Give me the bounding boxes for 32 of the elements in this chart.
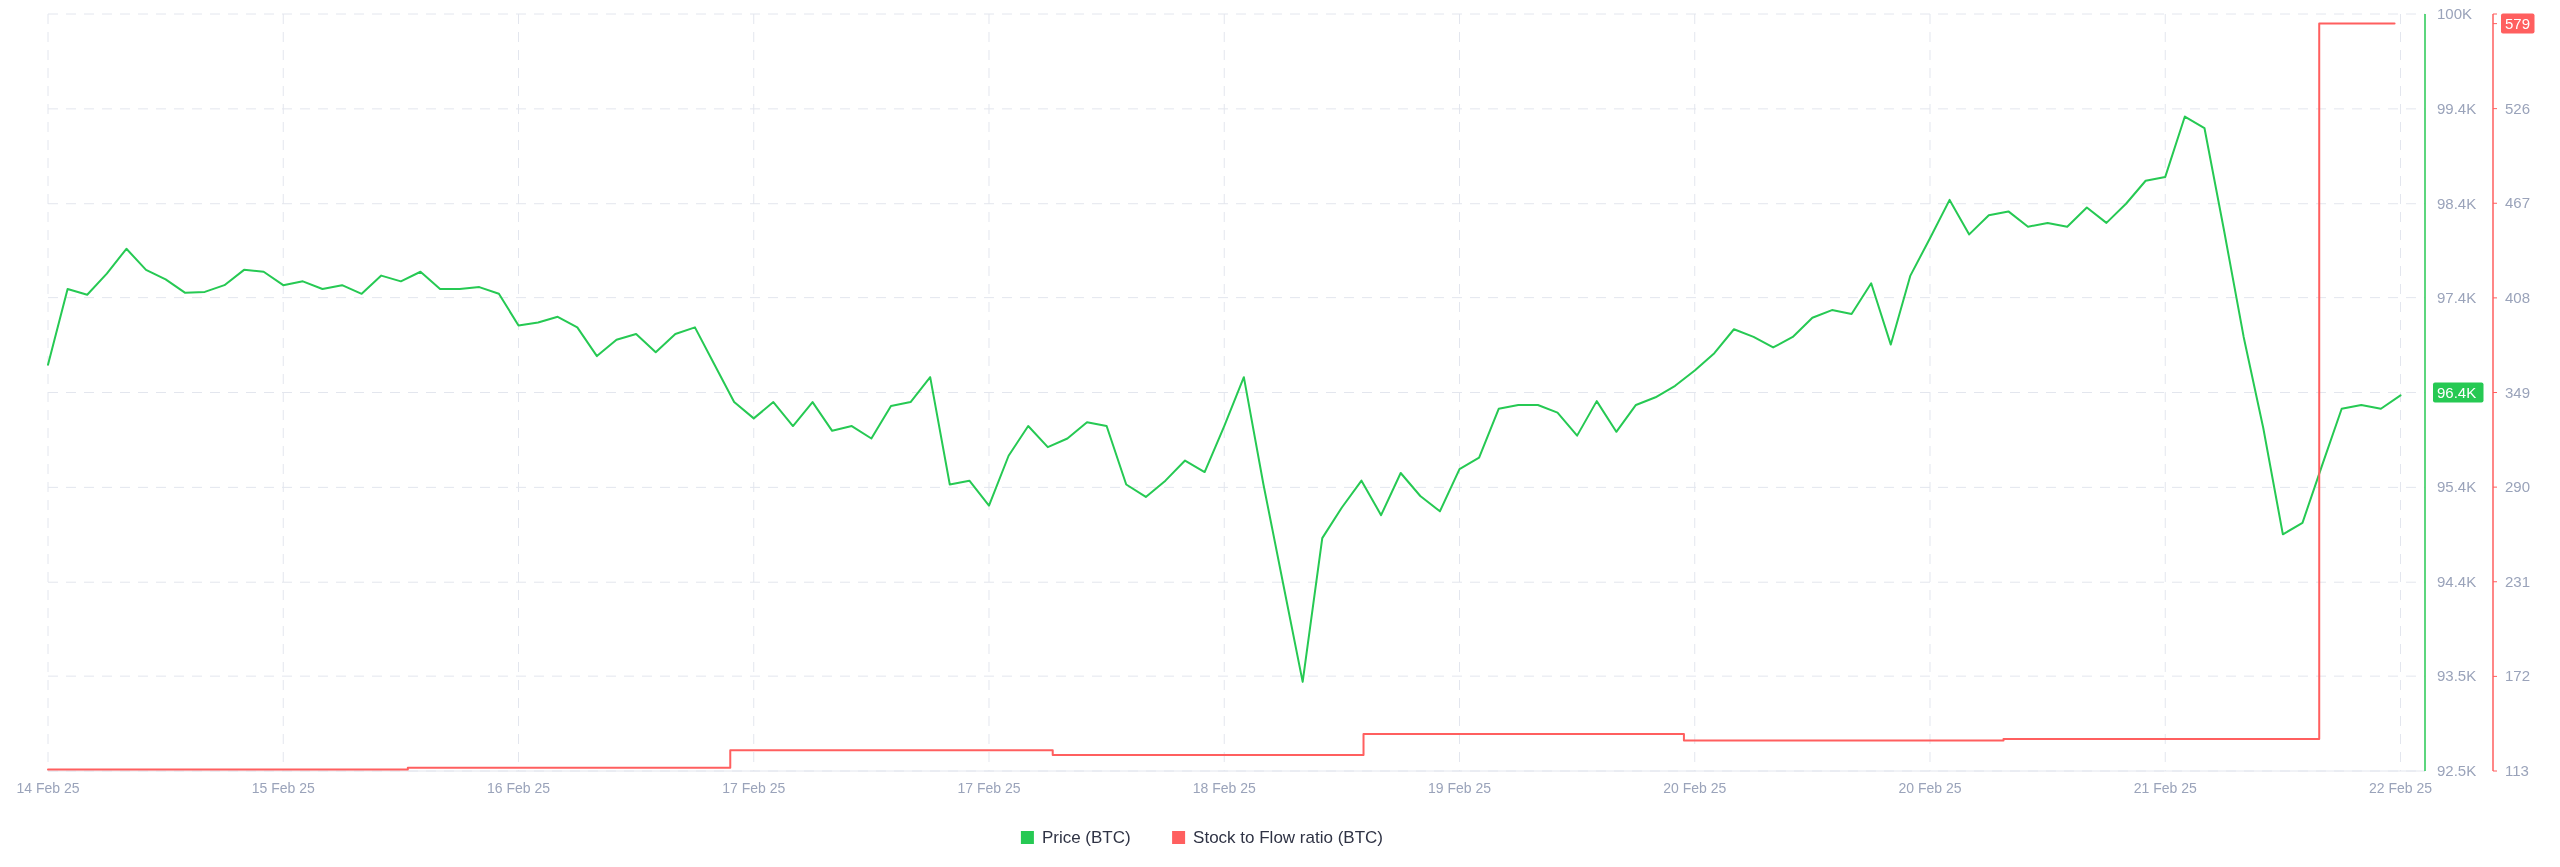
x-tick-label: 14 Feb 25 — [16, 780, 80, 796]
legend-label: Price (BTC) — [1041, 828, 1131, 847]
x-tick-label: 17 Feb 25 — [722, 780, 786, 796]
y2-tick-label: 579 — [2505, 14, 2531, 32]
x-tick-label: 16 Feb 25 — [486, 780, 551, 796]
x-tick-label: 22 Feb 25 — [2368, 780, 2433, 796]
y2-tick-label: 349 — [2505, 383, 2531, 401]
y-tick-label: 94.4K — [2437, 573, 2477, 591]
x-tick-label: 19 Feb 25 — [1427, 780, 1492, 796]
x-tick-label: 18 Feb 25 — [1192, 780, 1256, 796]
y-tick-label: 100K — [2437, 5, 2473, 22]
y-tick-label: 92.5K — [2437, 762, 2477, 779]
y-tick-label: 96.4K — [2437, 383, 2477, 401]
y-tick-label: 98.4K — [2437, 194, 2477, 212]
legend-label: Stock to Flow ratio (BTC) — [1193, 828, 1383, 847]
y-tick-label: 97.4K — [2437, 288, 2477, 306]
x-tick-label: 17 Feb 25 — [957, 780, 1021, 796]
y2-tick-label: 290 — [2505, 478, 2531, 496]
line-series — [47, 115, 2402, 683]
y-tick-label: 93.5K — [2437, 667, 2477, 685]
x-tick-label: 15 Feb 25 — [251, 780, 315, 796]
y-tick-label: 99.4K — [2437, 99, 2477, 117]
y2-tick-label: 467 — [2505, 194, 2531, 212]
y2-tick-label: 408 — [2505, 288, 2531, 306]
y-tick-label: 95.4K — [2437, 478, 2477, 496]
y2-tick-label: 113 — [2505, 762, 2529, 779]
x-tick-label: 20 Feb 25 — [1898, 780, 1962, 796]
x-tick-label: 20 Feb 25 — [1663, 780, 1727, 796]
x-tick-label: 21 Feb 25 — [2133, 780, 2197, 796]
y2-tick-label: 172 — [2505, 667, 2531, 685]
y2-tick-label: 231 — [2505, 572, 2531, 590]
y2-tick-label: 526 — [2505, 99, 2531, 117]
